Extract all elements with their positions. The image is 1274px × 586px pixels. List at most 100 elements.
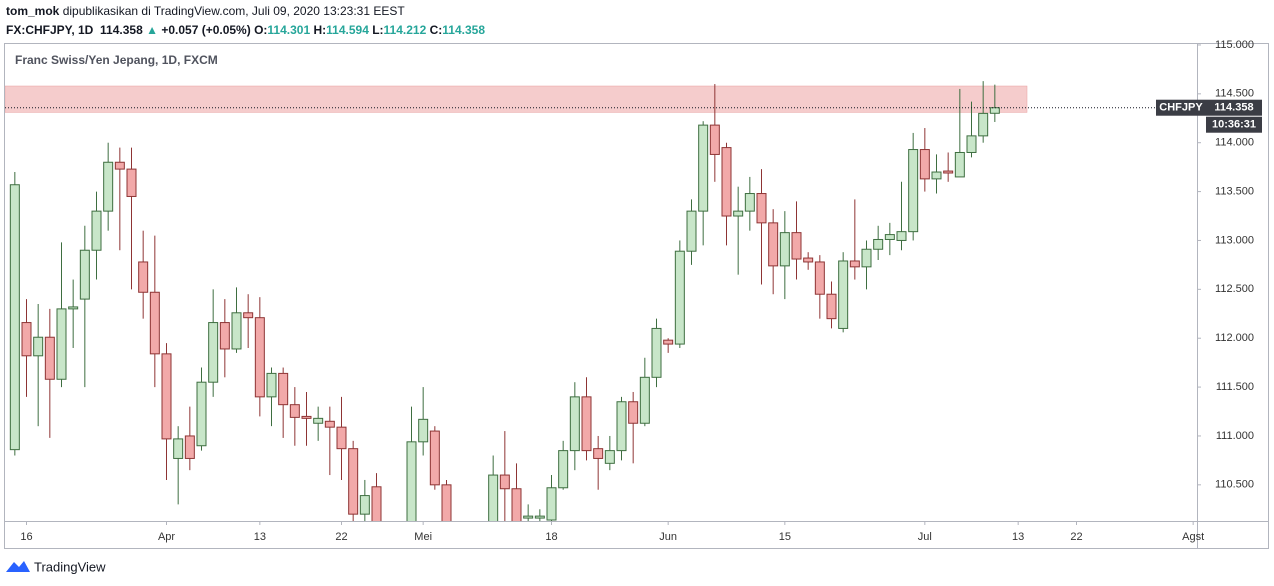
candle-body bbox=[9, 184, 20, 451]
candle-body bbox=[278, 372, 289, 406]
symbol: FX:CHFJPY, 1D bbox=[6, 23, 94, 37]
candle-body bbox=[231, 312, 242, 350]
last-price: 114.358 bbox=[100, 23, 143, 37]
candle-body bbox=[581, 396, 592, 452]
candle-body bbox=[768, 222, 779, 267]
c-value: 114.358 bbox=[442, 23, 485, 37]
candle-body bbox=[336, 426, 347, 450]
candle-body bbox=[873, 238, 884, 250]
chart-frame bbox=[4, 43, 1269, 549]
x-tick-label: 22 bbox=[1070, 531, 1082, 543]
candle-body bbox=[56, 308, 67, 380]
candle-body bbox=[604, 450, 615, 464]
symbol-tag-box bbox=[1156, 99, 1206, 116]
candle-body bbox=[698, 124, 709, 212]
candle-body bbox=[546, 487, 557, 521]
y-tick-label: 114.500 bbox=[1215, 88, 1254, 100]
candle-body bbox=[511, 488, 522, 521]
candle-body bbox=[301, 415, 312, 419]
header-line: FX:CHFJPY, 1D 114.358 ▲ +0.057 (+0.05%) … bbox=[6, 21, 485, 40]
countdown-box bbox=[1206, 116, 1262, 133]
candle-body bbox=[395, 534, 404, 544]
author: tom_mok bbox=[6, 4, 60, 18]
candle-body bbox=[173, 438, 184, 459]
candle-body bbox=[138, 261, 149, 293]
candle-body bbox=[978, 112, 989, 137]
candle-body bbox=[744, 193, 755, 212]
candle-body bbox=[593, 448, 604, 459]
footer-logo bbox=[6, 561, 30, 572]
candle-body bbox=[488, 474, 499, 521]
candle-body bbox=[639, 376, 650, 424]
candle-body bbox=[884, 234, 895, 240]
candle-body bbox=[313, 417, 324, 424]
candle-body bbox=[289, 404, 300, 418]
x-tick-label: Mei bbox=[414, 531, 432, 543]
y-tick-label: 111.500 bbox=[1216, 381, 1254, 393]
candle-body bbox=[324, 420, 335, 428]
symbol-tag: CHFJPY bbox=[1159, 102, 1203, 114]
candle-body bbox=[114, 161, 125, 170]
x-tick-label: Jul bbox=[918, 531, 932, 543]
candle-body bbox=[534, 515, 545, 519]
chart-title: Franc Swiss/Yen Jepang, 1D, FXCM bbox=[15, 53, 218, 67]
up-icon: ▲ bbox=[146, 23, 158, 37]
countdown: 10:36:31 bbox=[1212, 119, 1256, 131]
l-value: 114.212 bbox=[383, 23, 427, 37]
candle-body bbox=[406, 441, 417, 521]
y-tick-label: 113.000 bbox=[1215, 234, 1254, 246]
price-box bbox=[1206, 99, 1262, 116]
x-tick-label: 13 bbox=[1012, 531, 1024, 543]
candle-body bbox=[663, 339, 674, 345]
candle-body bbox=[254, 317, 265, 398]
candle-body bbox=[103, 161, 114, 212]
candle-body bbox=[384, 529, 393, 544]
y-tick-label: 110.500 bbox=[1215, 479, 1254, 491]
candle-body bbox=[184, 435, 195, 459]
x-tick-label: 13 bbox=[254, 531, 266, 543]
candle-body bbox=[348, 448, 359, 515]
h-value: 114.594 bbox=[326, 23, 369, 37]
x-tick-label: Apr bbox=[158, 531, 175, 543]
change: +0.057 (+0.05%) bbox=[161, 23, 251, 37]
candle-body bbox=[79, 249, 90, 300]
candle-body bbox=[733, 210, 744, 217]
o-label: O: bbox=[254, 23, 268, 37]
candle-body bbox=[989, 107, 1000, 114]
plot-area bbox=[5, 81, 1197, 549]
candle-body bbox=[371, 486, 382, 521]
o-value: 114.301 bbox=[267, 23, 311, 37]
x-tick-label: 15 bbox=[779, 531, 791, 543]
candle-body bbox=[779, 232, 790, 267]
x-tick-label: Agst bbox=[1182, 531, 1204, 543]
candle-body bbox=[44, 336, 55, 380]
candle-body bbox=[208, 322, 219, 383]
y-tick-label: 112.000 bbox=[1215, 332, 1254, 344]
y-tick-label: 111.000 bbox=[1216, 430, 1254, 442]
candle-body bbox=[674, 250, 685, 345]
x-tick-label: 22 bbox=[335, 531, 347, 543]
header-line: tom_mok dipublikasikan di TradingView.co… bbox=[6, 2, 485, 21]
candle-body bbox=[243, 312, 254, 319]
candle-body bbox=[908, 149, 919, 233]
candle-body bbox=[161, 353, 172, 440]
candle-body bbox=[91, 210, 102, 251]
candle-body bbox=[569, 396, 580, 452]
candle-body bbox=[558, 450, 569, 489]
candle-body bbox=[429, 430, 440, 486]
candle-body bbox=[454, 529, 463, 549]
candle-body bbox=[359, 495, 370, 515]
candle-body bbox=[651, 327, 662, 378]
resistance-zone bbox=[5, 85, 1028, 113]
h-label: H: bbox=[313, 23, 327, 37]
candle-body bbox=[441, 484, 452, 521]
candle-body bbox=[477, 534, 486, 544]
candle-body bbox=[943, 170, 954, 174]
candle-body bbox=[196, 381, 207, 447]
candle-body bbox=[68, 306, 79, 310]
candle-body bbox=[33, 336, 44, 357]
candle-body bbox=[803, 257, 814, 263]
x-tick-label: Jun bbox=[659, 531, 677, 543]
y-tick-label: 114.000 bbox=[1215, 137, 1254, 149]
